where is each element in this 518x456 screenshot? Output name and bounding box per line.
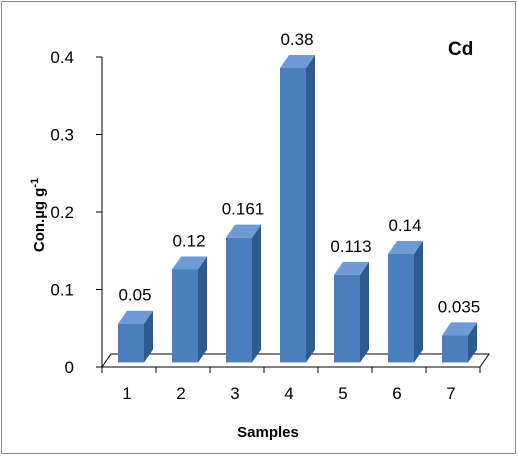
bar-top xyxy=(334,261,369,275)
x-tick-label: 7 xyxy=(446,384,455,403)
bar-side xyxy=(360,261,369,363)
data-labels-group: 0.05 0.12 0.161 0.38 0.113 0.14 0.035 xyxy=(118,30,480,316)
x-tick-label: 5 xyxy=(338,384,347,403)
bar-side xyxy=(252,224,261,363)
bar xyxy=(280,54,315,363)
bar xyxy=(226,224,261,363)
bar-top xyxy=(118,310,153,324)
y-tick-label: 0.4 xyxy=(50,48,74,67)
x-tick-label: 1 xyxy=(122,384,131,403)
bar-side xyxy=(306,54,315,363)
y-tick-label: 0.2 xyxy=(50,203,74,222)
bar-front xyxy=(388,253,414,363)
data-label: 0.14 xyxy=(388,216,421,235)
bar xyxy=(172,256,207,363)
bar-top xyxy=(226,224,261,238)
bar-side xyxy=(468,322,477,363)
y-tick-label: 0.1 xyxy=(50,281,74,300)
bar-front xyxy=(442,335,468,363)
y-axis-ticks: 0 0.1 0.2 0.3 0.4 xyxy=(50,48,102,377)
bar-front xyxy=(226,237,252,363)
data-label: 0.38 xyxy=(280,30,313,49)
y-axis-title-main: Con.µg g xyxy=(31,188,48,252)
bar xyxy=(118,310,153,363)
bars-group xyxy=(118,54,477,363)
data-label: 0.05 xyxy=(118,286,151,305)
y-tick-label: 0.3 xyxy=(50,126,74,145)
y-tick-label: 0 xyxy=(65,358,74,377)
x-axis-ticks: 1 2 3 4 5 6 7 xyxy=(101,367,481,403)
bar-top xyxy=(280,54,315,68)
x-axis-title: Samples xyxy=(237,424,299,441)
x-tick-label: 6 xyxy=(392,384,401,403)
bar-side xyxy=(144,310,153,363)
bar xyxy=(334,261,369,363)
chart-title: Cd xyxy=(448,39,473,60)
bar-front xyxy=(118,323,144,363)
bar-top xyxy=(388,240,423,254)
data-label: 0.035 xyxy=(438,297,481,316)
bar-side xyxy=(198,256,207,363)
bar-top xyxy=(442,322,477,336)
data-label: 0.12 xyxy=(172,231,205,250)
x-tick-label: 3 xyxy=(230,384,239,403)
x-tick-label: 4 xyxy=(284,384,293,403)
data-label: 0.161 xyxy=(222,200,265,219)
x-tick-label: 2 xyxy=(176,384,185,403)
bar xyxy=(442,322,477,363)
bar-side xyxy=(414,240,423,363)
bar-front xyxy=(334,274,360,363)
y-axis-title: Con.µg g-1 xyxy=(29,178,48,252)
y-axis-title-superscript: -1 xyxy=(29,178,41,188)
bar xyxy=(388,240,423,363)
data-label: 0.113 xyxy=(330,237,371,256)
bar-front xyxy=(280,67,306,363)
bar-top xyxy=(172,256,207,270)
bar-front xyxy=(172,269,198,363)
